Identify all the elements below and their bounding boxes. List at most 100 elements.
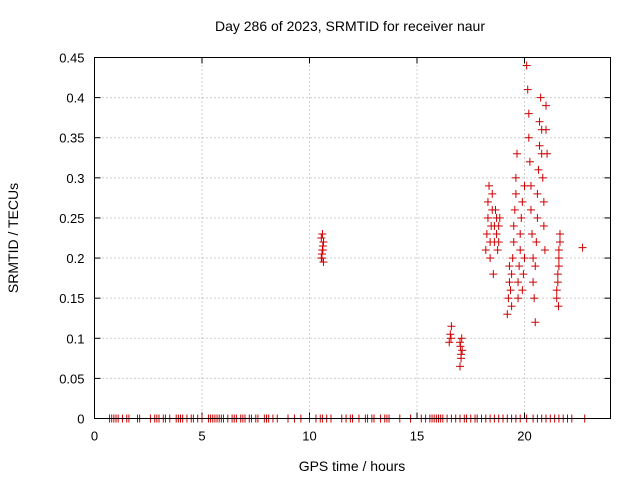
data-point-marker (529, 254, 538, 263)
data-point-marker (483, 213, 492, 222)
data-point-marker (511, 173, 520, 182)
data-point-marker (533, 189, 542, 198)
data-point-marker (554, 254, 563, 263)
data-point-marker (522, 61, 531, 70)
data-point-marker (495, 213, 504, 222)
data-point-marker (447, 322, 456, 331)
data-point-marker (518, 197, 527, 206)
data-point-marker (554, 246, 563, 255)
data-point-marker (520, 254, 529, 263)
data-point-marker (493, 246, 502, 255)
data-point-marker (519, 270, 528, 279)
data-point-marker (457, 334, 466, 343)
y-tick-label: 0 (77, 412, 84, 427)
axis-ticks (94, 57, 611, 419)
data-point-marker (555, 238, 564, 247)
data-point-marker (457, 350, 466, 359)
data-point-marker (534, 165, 543, 174)
data-point-marker (543, 149, 552, 158)
data-point-marker (506, 286, 515, 295)
data-point-marker (318, 229, 327, 238)
data-point-marker (481, 246, 490, 255)
y-tick-label: 0.1 (66, 331, 84, 346)
data-point-marker (533, 213, 542, 222)
data-point-marker (508, 254, 517, 263)
data-point-marker (494, 221, 503, 230)
data-point-marker (518, 286, 527, 295)
data-point-marker (525, 157, 534, 166)
data-point-marker (458, 346, 467, 355)
data-point-marker (514, 294, 523, 303)
data-point-marker (531, 262, 540, 271)
data-point-marker (492, 229, 501, 238)
data-point-marker (319, 258, 328, 267)
data-point-marker (554, 262, 563, 271)
y-tick-label: 0.3 (66, 171, 84, 186)
data-point-marker (446, 330, 455, 339)
y-tick-label: 0.25 (59, 211, 84, 226)
data-point-marker (485, 181, 494, 190)
y-tick-label: 0.2 (66, 251, 84, 266)
data-point-marker (509, 221, 518, 230)
x-tick-label: 0 (91, 429, 98, 444)
data-point-marker (555, 229, 564, 238)
data-point-marker (319, 238, 328, 247)
data-point-marker (554, 302, 563, 311)
data-point-marker (489, 270, 498, 279)
data-point-marker (507, 270, 516, 279)
y-tick-label: 0.4 (66, 91, 84, 106)
data-point-marker (539, 221, 548, 230)
x-tick-label: 20 (517, 429, 531, 444)
data-point-marker (532, 238, 541, 247)
data-point-marker (540, 246, 549, 255)
data-point-marker (529, 278, 538, 287)
data-point-marker (524, 133, 533, 142)
y-tick-label: 0.45 (59, 51, 84, 66)
data-point-marker (552, 294, 561, 303)
data-point-marker (512, 149, 521, 158)
data-point-marker (526, 181, 535, 190)
y-tick-label: 0.15 (59, 291, 84, 306)
data-point-marker (491, 205, 500, 214)
data-point-marker (553, 278, 562, 287)
data-point-marker (483, 197, 492, 206)
data-point-marker (515, 262, 524, 271)
x-tick-label: 10 (302, 429, 316, 444)
data-point-marker (531, 318, 540, 327)
y-tick-label: 0.05 (59, 371, 84, 386)
data-point-marker (505, 262, 514, 271)
data-point-marker (507, 302, 516, 311)
data-point-marker (511, 189, 520, 198)
data-point-marker (516, 229, 525, 238)
data-point-marker (538, 173, 547, 182)
data-point-marker (486, 254, 495, 263)
data-point-marker (552, 286, 561, 295)
data-point-marker (524, 109, 533, 118)
data-point-marker (488, 189, 497, 198)
data-point-marker (514, 278, 523, 287)
data-point-marker (482, 229, 491, 238)
data-point-marker (317, 254, 326, 263)
data-point-marker (523, 85, 532, 94)
data-point-marker (535, 117, 544, 126)
data-point-marker (517, 213, 526, 222)
plot-frame (94, 57, 611, 419)
data-point-marker (536, 93, 545, 102)
data-point-marker (318, 246, 327, 255)
chart-title: Day 286 of 2023, SRMTID for receiver nau… (215, 18, 485, 34)
data-point-marker (505, 278, 514, 287)
tick-labels: 0 5 10 15 20 0 0.05 0.1 0.15 0.2 0.25 0.3 0.35 0.4 0.4… (59, 51, 532, 444)
data-point-marker (553, 270, 562, 279)
data-point-marker (542, 101, 550, 110)
data-point-marker (456, 342, 465, 351)
x-tick-label: 15 (410, 429, 424, 444)
data-point-marker (503, 310, 512, 319)
data-point-marker (539, 197, 548, 206)
data-point-marker (535, 141, 544, 150)
data-point-marker (542, 125, 550, 134)
y-tick-label: 0.35 (59, 131, 84, 146)
x-axis-label: GPS time / hours (299, 458, 406, 474)
data-point-marker (530, 294, 539, 303)
grid-lines (94, 57, 611, 419)
